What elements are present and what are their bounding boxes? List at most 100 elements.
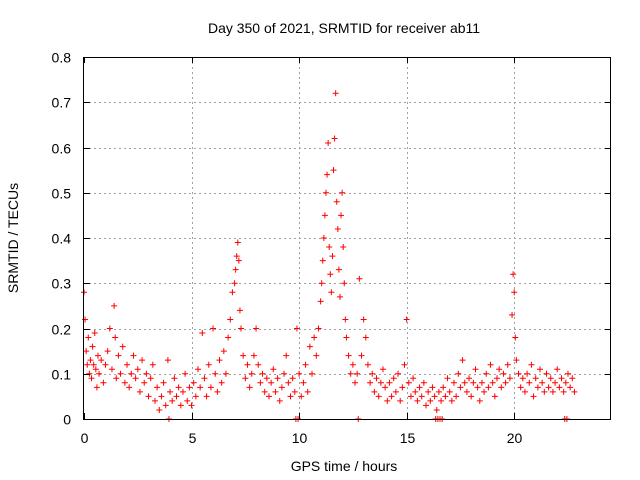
data-point [147, 375, 154, 382]
data-point [92, 366, 99, 373]
data-point [318, 280, 325, 287]
data-point [186, 384, 193, 391]
data-point [82, 316, 89, 323]
data-point [528, 361, 535, 368]
grid [84, 57, 611, 419]
data-point [145, 393, 152, 400]
data-point [569, 375, 576, 382]
data-point [481, 388, 488, 395]
data-point [427, 397, 434, 404]
data-point [442, 393, 449, 400]
data-point [340, 244, 347, 251]
data-point [207, 384, 214, 391]
data-point [515, 370, 522, 377]
data-point [268, 379, 275, 386]
data-point [83, 348, 90, 355]
data-point [386, 379, 393, 386]
data-point [229, 289, 236, 296]
data-point [240, 352, 247, 359]
data-point [91, 330, 98, 337]
data-point [227, 316, 234, 323]
data-point [510, 271, 517, 278]
data-point [478, 379, 485, 386]
data-point [545, 384, 552, 391]
data-point [438, 397, 445, 404]
data-point [433, 406, 440, 413]
data-point [93, 384, 100, 391]
data-point [177, 402, 184, 409]
data-point [149, 361, 156, 368]
y-axis-label: SRMTID / TECUs [5, 183, 21, 293]
data-point [281, 370, 288, 377]
data-point [250, 352, 257, 359]
data-point [333, 198, 340, 205]
data-point [113, 375, 120, 382]
data-point [298, 393, 305, 400]
data-point [356, 275, 363, 282]
data-point [300, 379, 307, 386]
data-point [513, 357, 520, 364]
y-tick-label: 0.4 [52, 231, 72, 247]
data-point [342, 316, 349, 323]
data-point [167, 388, 174, 395]
chart-title: Day 350 of 2021, SRMTID for receiver ab1… [208, 20, 480, 36]
y-tick-label: 0.7 [52, 95, 72, 111]
data-point [367, 379, 374, 386]
data-point [171, 375, 178, 382]
data-point [197, 384, 204, 391]
data-point [360, 316, 367, 323]
data-point [341, 280, 348, 287]
data-point [459, 357, 466, 364]
data-point [547, 375, 554, 382]
data-point [489, 379, 496, 386]
data-point [136, 388, 143, 395]
x-tick-label: 15 [400, 430, 416, 446]
y-tick-label: 0.2 [52, 322, 72, 338]
data-point [124, 361, 131, 368]
data-point [463, 388, 470, 395]
data-point [338, 212, 345, 219]
data-point [327, 271, 334, 278]
data-point [392, 388, 399, 395]
data-point [560, 388, 567, 395]
data-point [474, 384, 481, 391]
data-point [556, 384, 563, 391]
data-point [321, 212, 328, 219]
data-point [352, 379, 359, 386]
data-point [173, 393, 180, 400]
data-point [537, 366, 544, 373]
data-point [278, 384, 285, 391]
data-point [195, 366, 202, 373]
data-point [410, 375, 417, 382]
data-points [81, 90, 578, 422]
data-point [293, 325, 300, 332]
data-point [263, 375, 270, 382]
data-point [476, 397, 483, 404]
data-point [322, 189, 329, 196]
data-point [328, 289, 335, 296]
data-point [403, 316, 410, 323]
data-point [102, 361, 109, 368]
data-point [388, 393, 395, 400]
data-point [238, 325, 245, 332]
axis-ticks [84, 57, 611, 420]
data-point [214, 388, 221, 395]
data-point [491, 393, 498, 400]
data-point [506, 375, 513, 382]
data-point [175, 384, 182, 391]
data-point [259, 370, 266, 377]
data-point [549, 388, 556, 395]
data-point [232, 266, 239, 273]
data-point [151, 397, 158, 404]
data-point [524, 370, 531, 377]
data-point [517, 384, 524, 391]
data-point [343, 334, 350, 341]
data-point [291, 388, 298, 395]
data-point [296, 370, 303, 377]
data-point [246, 384, 253, 391]
y-tick-label: 0.3 [52, 276, 72, 292]
data-point [543, 370, 550, 377]
data-point [212, 370, 219, 377]
data-point [199, 330, 206, 337]
